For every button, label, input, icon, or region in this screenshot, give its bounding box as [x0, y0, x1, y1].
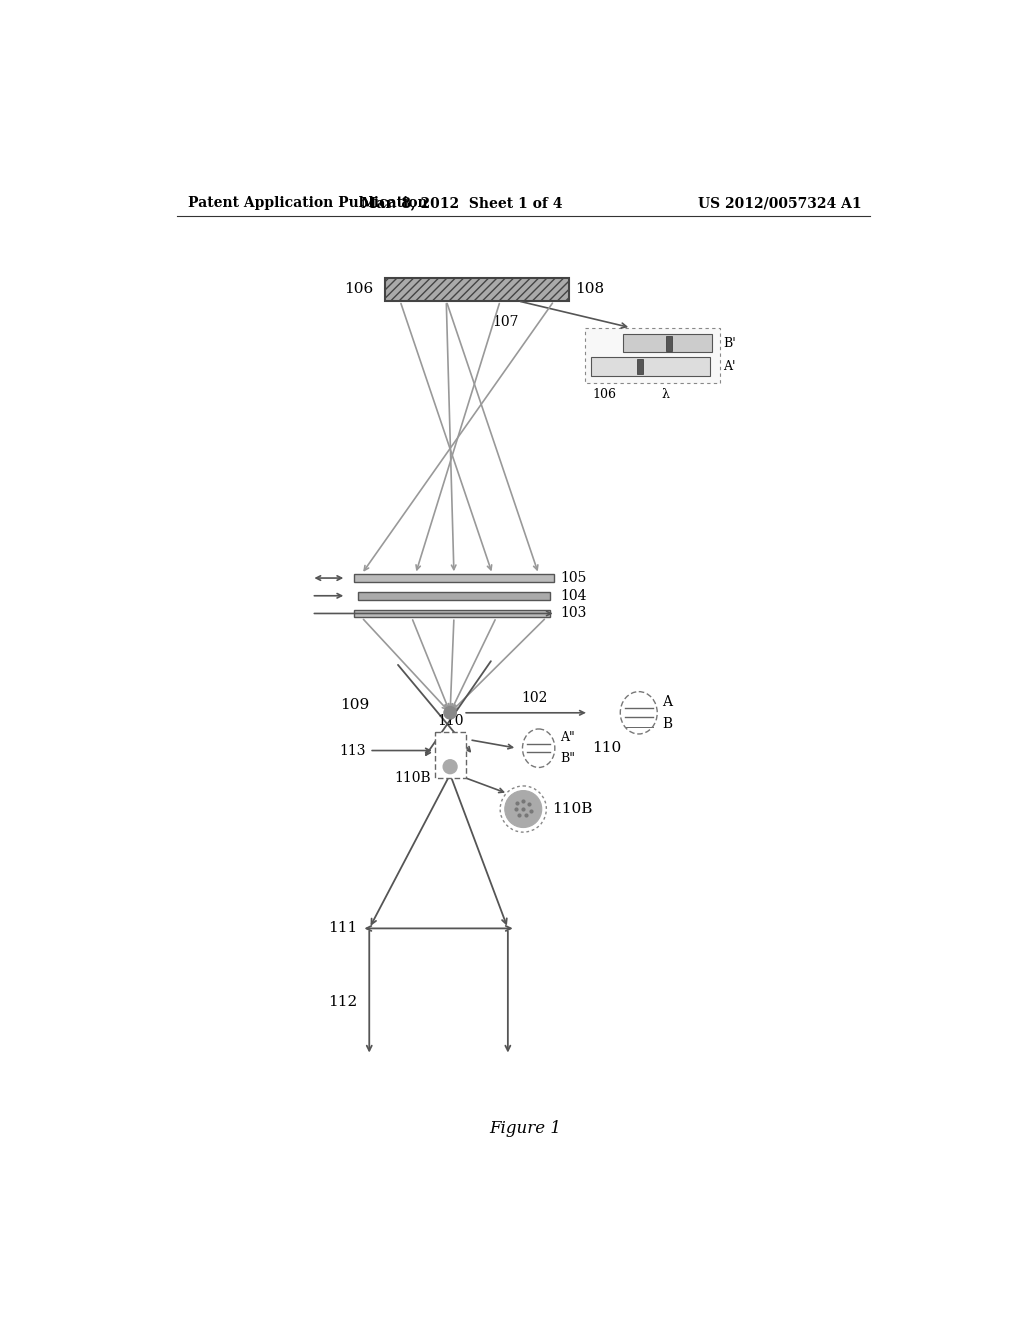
Circle shape: [443, 760, 457, 774]
FancyBboxPatch shape: [637, 359, 643, 374]
Text: 110B: 110B: [394, 771, 431, 784]
Text: A': A': [724, 360, 736, 372]
Text: λ: λ: [662, 388, 670, 400]
Text: 106: 106: [344, 282, 373, 296]
FancyBboxPatch shape: [435, 733, 466, 779]
Text: 107: 107: [492, 314, 518, 329]
Text: 103: 103: [560, 606, 587, 620]
Text: US 2012/0057324 A1: US 2012/0057324 A1: [698, 197, 862, 210]
Text: A: A: [662, 696, 672, 709]
Text: 110: 110: [593, 742, 622, 755]
Text: Figure 1: Figure 1: [488, 1121, 561, 1137]
FancyBboxPatch shape: [666, 335, 672, 351]
Text: A": A": [560, 731, 574, 744]
Text: Patent Application Publication: Patent Application Publication: [188, 197, 428, 210]
Text: B": B": [560, 752, 575, 766]
Text: 108: 108: [575, 282, 605, 296]
Text: B': B': [724, 337, 736, 350]
Text: 105: 105: [560, 572, 587, 585]
Text: 104: 104: [560, 589, 587, 603]
Text: 109: 109: [340, 698, 370, 711]
Text: 102: 102: [521, 692, 548, 705]
Text: Mar. 8, 2012  Sheet 1 of 4: Mar. 8, 2012 Sheet 1 of 4: [360, 197, 562, 210]
FancyBboxPatch shape: [357, 591, 550, 599]
Text: 106: 106: [593, 388, 616, 400]
Text: B: B: [662, 717, 672, 730]
Text: 112: 112: [329, 994, 357, 1008]
FancyBboxPatch shape: [591, 358, 711, 376]
FancyBboxPatch shape: [354, 574, 554, 582]
Text: 111: 111: [329, 921, 357, 936]
FancyBboxPatch shape: [624, 334, 712, 352]
Text: 113: 113: [339, 743, 366, 758]
FancyBboxPatch shape: [385, 277, 569, 301]
FancyBboxPatch shape: [585, 327, 720, 383]
Circle shape: [444, 706, 457, 719]
Text: 110B: 110B: [553, 803, 593, 816]
Text: 110: 110: [437, 714, 463, 729]
Circle shape: [505, 791, 542, 828]
FancyBboxPatch shape: [354, 610, 550, 618]
